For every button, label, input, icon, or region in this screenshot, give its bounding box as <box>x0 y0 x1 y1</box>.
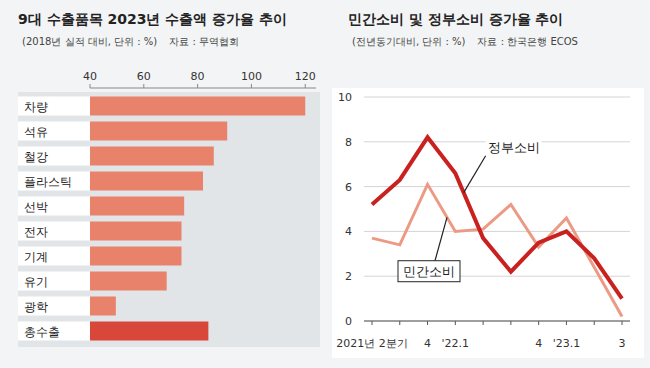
series-label: 민간소비 <box>403 264 455 279</box>
label-box <box>18 97 90 116</box>
label-box <box>18 247 90 266</box>
label-box <box>18 222 90 241</box>
grid-line <box>364 97 630 98</box>
title: 9대 수출품목 2023년 수출액 증가율 추이 <box>18 11 287 27</box>
chart-canvas: 9대 수출품목 2023년 수출액 증가율 추이 (2018년 실적 대비, 단위… <box>0 0 650 368</box>
label-box <box>18 272 90 291</box>
tick-mark <box>594 321 595 325</box>
tick-mark <box>197 84 198 88</box>
category-label: 철강 <box>24 150 48 164</box>
title: 민간소비 및 정부소비 증가율 추이 <box>348 11 564 27</box>
background <box>0 0 650 368</box>
subtitle: (2018년 실적 대비, 단위 : %) <box>22 36 157 47</box>
bar <box>90 172 203 191</box>
axis-line <box>90 88 316 89</box>
tick-label: 0 <box>345 315 352 328</box>
tick-label: '22.1 <box>442 337 470 350</box>
category-label: 기계 <box>24 250 48 264</box>
grid-line <box>364 231 630 232</box>
tick-mark <box>622 321 623 325</box>
source: 자료 : 무역협회 <box>169 36 239 47</box>
label-box <box>18 297 90 316</box>
label-box <box>18 322 90 341</box>
plot-background <box>332 88 644 358</box>
tick-label: '23.1 <box>553 337 581 350</box>
tick-mark <box>427 321 428 325</box>
tick-label: 8 <box>345 136 352 149</box>
tick-label: 2 <box>345 270 352 283</box>
tick-mark <box>90 84 91 88</box>
tick-mark <box>143 84 144 88</box>
category-label: 플라스틱 <box>24 175 72 189</box>
category-label: 차량 <box>24 100 48 114</box>
tick-label: 3 <box>619 337 626 350</box>
series-label: 정부소비 <box>488 140 540 155</box>
tick-mark <box>251 84 252 88</box>
grid-line <box>364 321 630 322</box>
axis-line <box>364 321 630 322</box>
bar <box>90 122 227 141</box>
source: 자료 : 한국은행 ECOS <box>477 36 577 47</box>
plot-background <box>18 92 320 347</box>
label-box <box>398 261 460 282</box>
tick-mark <box>483 321 484 325</box>
category-label: 전자 <box>24 225 48 239</box>
line-series <box>372 137 622 298</box>
category-label: 광학 <box>24 300 48 314</box>
label-patch <box>486 139 542 156</box>
tick-label: 4 <box>535 337 542 350</box>
tick-label: 80 <box>191 70 205 83</box>
label-box <box>18 147 90 166</box>
category-label: 선박 <box>24 200 48 214</box>
bar <box>90 247 181 266</box>
tick-mark <box>566 321 567 325</box>
bar <box>90 197 184 216</box>
category-label: 유기 <box>24 275 48 289</box>
tick-label: 4 <box>424 337 431 350</box>
tick-label: 2021년 2분기 <box>336 337 408 350</box>
tick-label: 10 <box>338 91 352 104</box>
grid-line <box>364 186 630 187</box>
tick-mark <box>305 84 306 88</box>
category-label: 총수출 <box>24 325 60 339</box>
tick-mark <box>510 321 511 325</box>
tick-label: 120 <box>295 70 316 83</box>
leader-line <box>435 217 447 260</box>
tick-mark <box>372 321 373 325</box>
bar <box>90 97 305 116</box>
bar <box>90 297 116 316</box>
tick-mark <box>455 321 456 325</box>
bar <box>90 322 208 341</box>
tick-label: 4 <box>345 225 352 238</box>
label-box <box>18 172 90 191</box>
category-label: 석유 <box>24 125 48 139</box>
tick-label: 40 <box>83 70 97 83</box>
tick-label: 60 <box>137 70 151 83</box>
bars <box>90 97 305 341</box>
leader-line <box>464 156 486 193</box>
label-box <box>18 197 90 216</box>
tick-mark <box>399 321 400 325</box>
lines <box>372 137 622 316</box>
bar <box>90 147 214 166</box>
tick-label: 6 <box>345 181 352 194</box>
bar <box>90 272 167 291</box>
tick-label: 100 <box>241 70 262 83</box>
subtitle: (전년동기대비, 단위 : %) <box>352 36 465 47</box>
bar <box>90 222 181 241</box>
tick-mark <box>538 321 539 325</box>
label-box <box>18 122 90 141</box>
